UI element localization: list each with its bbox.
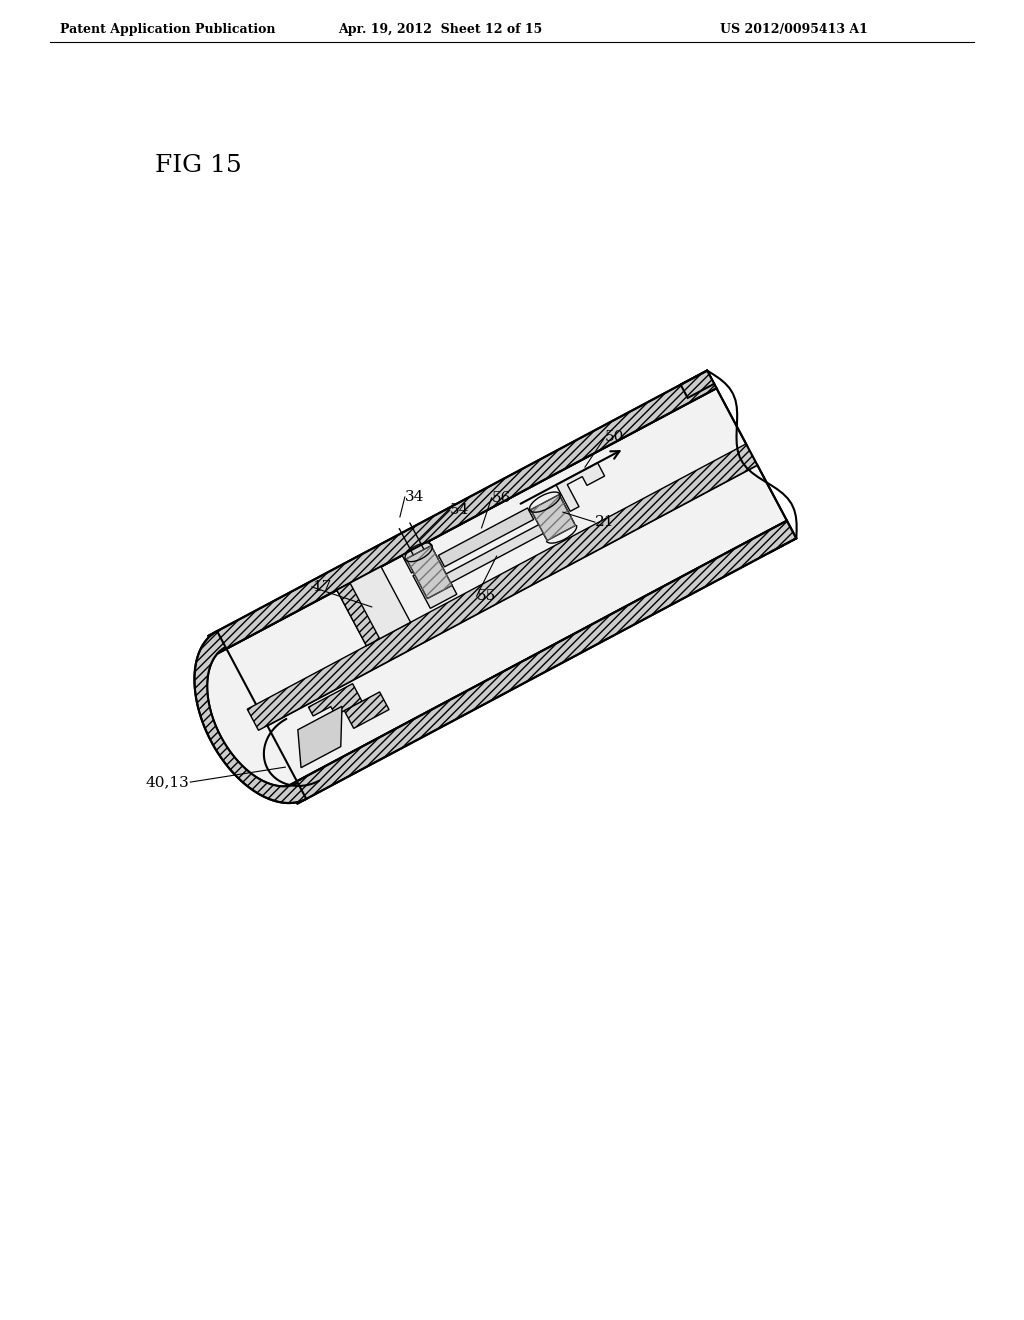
Polygon shape [402, 541, 438, 573]
Polygon shape [438, 508, 534, 566]
Polygon shape [308, 684, 362, 715]
Polygon shape [413, 498, 574, 609]
Polygon shape [298, 706, 342, 768]
Text: 50: 50 [605, 430, 625, 445]
Polygon shape [337, 566, 411, 645]
Polygon shape [407, 545, 453, 598]
Polygon shape [288, 520, 797, 804]
Polygon shape [344, 692, 389, 729]
Text: 21: 21 [595, 515, 614, 529]
Text: Apr. 19, 2012  Sheet 12 of 15: Apr. 19, 2012 Sheet 12 of 15 [338, 24, 542, 37]
Text: 55: 55 [476, 589, 496, 603]
Text: 34: 34 [404, 490, 424, 504]
Text: 56: 56 [492, 491, 511, 504]
Text: FIG 15: FIG 15 [155, 153, 242, 177]
Polygon shape [218, 388, 748, 711]
Polygon shape [195, 631, 306, 803]
Polygon shape [556, 463, 604, 511]
Text: 17: 17 [311, 579, 331, 594]
Polygon shape [258, 465, 786, 785]
Text: Patent Application Publication: Patent Application Publication [60, 24, 275, 37]
Text: 54: 54 [450, 503, 469, 517]
Polygon shape [207, 647, 298, 787]
Text: 40,13: 40,13 [145, 775, 189, 789]
Text: US 2012/0095413 A1: US 2012/0095413 A1 [720, 24, 868, 37]
Polygon shape [247, 444, 758, 730]
Polygon shape [530, 495, 575, 541]
Polygon shape [208, 371, 717, 653]
Polygon shape [337, 583, 380, 645]
Polygon shape [681, 371, 714, 397]
